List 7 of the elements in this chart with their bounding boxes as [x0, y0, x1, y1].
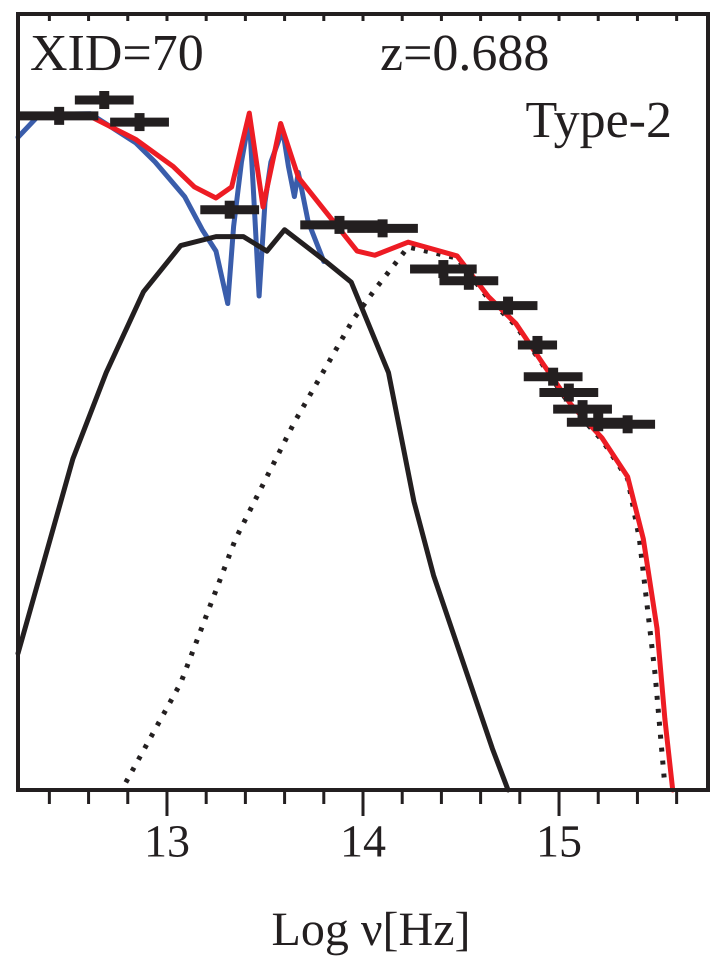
x-tick-label: 14 [340, 816, 386, 867]
text: z=0.688 [380, 25, 550, 82]
text: XID=70 [30, 25, 204, 82]
x-tick-label: 13 [144, 816, 190, 867]
annotation: Type-2 [525, 92, 672, 149]
x-tick-label: 15 [536, 816, 582, 867]
x-axis-title: Log ν[Hz] [272, 903, 470, 956]
